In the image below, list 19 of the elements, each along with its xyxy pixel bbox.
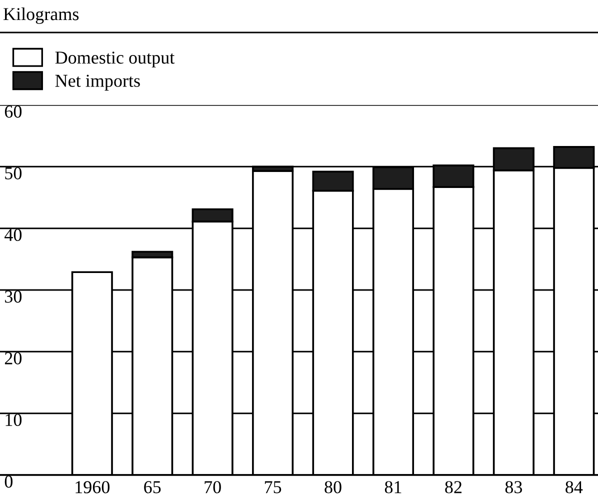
x-tick-label: 75 xyxy=(264,481,282,494)
x-tick-label: 82 xyxy=(445,481,462,494)
y-axis-title: Kilograms xyxy=(4,8,79,24)
x-tick-label: 80 xyxy=(324,481,342,494)
y-tick-label: 30 xyxy=(5,290,22,303)
y-tick-label: 60 xyxy=(4,106,22,118)
y-tick-label: 40 xyxy=(4,228,22,242)
legend-label: Net imports xyxy=(55,74,140,91)
x-tick-label: 84 xyxy=(566,481,583,494)
y-tick-label: 20 xyxy=(4,352,22,364)
y-tick-label: 10 xyxy=(6,414,22,426)
legend-label: Domestic output xyxy=(55,52,175,68)
x-tick-label: 70 xyxy=(204,481,221,494)
x-tick-label: 83 xyxy=(505,481,522,494)
x-tick-label: 81 xyxy=(384,481,402,494)
x-tick-label: 1960 xyxy=(76,481,110,494)
y-tick-label: 50 xyxy=(5,167,22,180)
x-tick-label: 65 xyxy=(144,481,161,494)
y-tick-label: 0 xyxy=(4,476,13,488)
